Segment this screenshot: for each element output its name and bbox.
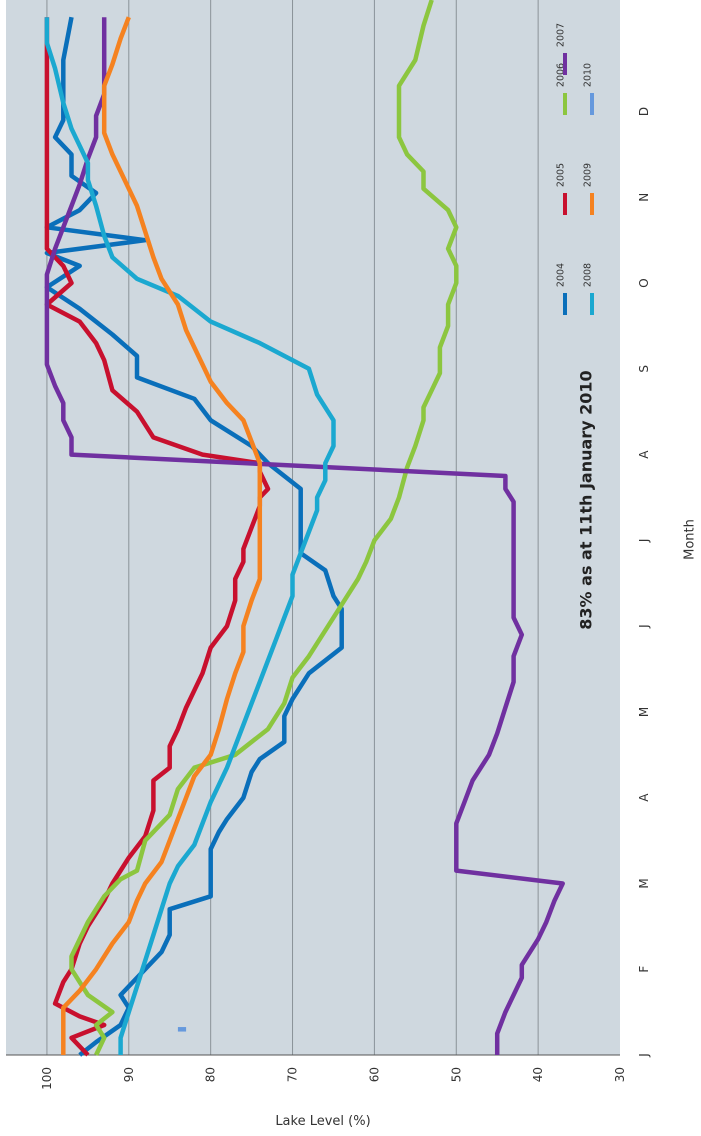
y-axis-title: Lake Level (%) (275, 1114, 370, 1129)
axis-ticks: 30 40 50 60 70 80 90 100 J F M A M J J A S O N D (40, 107, 651, 1090)
month-tick-label: J (637, 1053, 651, 1058)
x-axis-title: Month (683, 519, 698, 560)
series-line-2006 (69, 0, 459, 1056)
month-tick-label: M (637, 707, 651, 717)
legend-label-2010: 2010 (583, 63, 594, 87)
value-tick-label: 90 (122, 1067, 136, 1082)
series-line-2009 (61, 16, 263, 1055)
legend-label-2008: 2008 (583, 263, 594, 287)
month-tick-label: D (637, 107, 651, 116)
data-series (44, 0, 565, 1057)
value-tick-label: 100 (40, 1067, 54, 1090)
legend-label-2007: 2007 (556, 23, 567, 47)
month-tick-label: O (637, 278, 651, 287)
value-tick-label: 60 (367, 1067, 381, 1082)
value-tick-label: 40 (531, 1067, 545, 1082)
month-tick-label: S (637, 365, 651, 373)
month-tick-label: A (637, 793, 651, 802)
month-tick-label: J (637, 539, 651, 544)
plot-area (6, 0, 620, 1055)
legend-label-2004: 2004 (556, 263, 567, 287)
series-line-2007 (44, 17, 565, 1055)
value-tick-label: 80 (204, 1067, 218, 1082)
value-tick-label: 30 (613, 1067, 627, 1082)
value-tick-label: 50 (449, 1067, 463, 1082)
month-tick-label: N (637, 193, 651, 202)
value-tick-label: 70 (286, 1067, 300, 1082)
month-tick-label: M (637, 878, 651, 888)
legend-label-2006: 2006 (556, 63, 567, 87)
month-tick-label: A (637, 450, 651, 459)
month-tick-label: F (637, 966, 651, 973)
month-tick-label: J (637, 624, 651, 629)
legend: 2004 2005 2006 2008 2009 2010 2007 (556, 23, 594, 315)
chart-annotation: 83% as at 11th January 2010 (577, 370, 596, 629)
series-line-2008 (44, 17, 336, 1055)
legend-label-2009: 2009 (583, 163, 594, 187)
legend-label-2005: 2005 (556, 163, 567, 187)
